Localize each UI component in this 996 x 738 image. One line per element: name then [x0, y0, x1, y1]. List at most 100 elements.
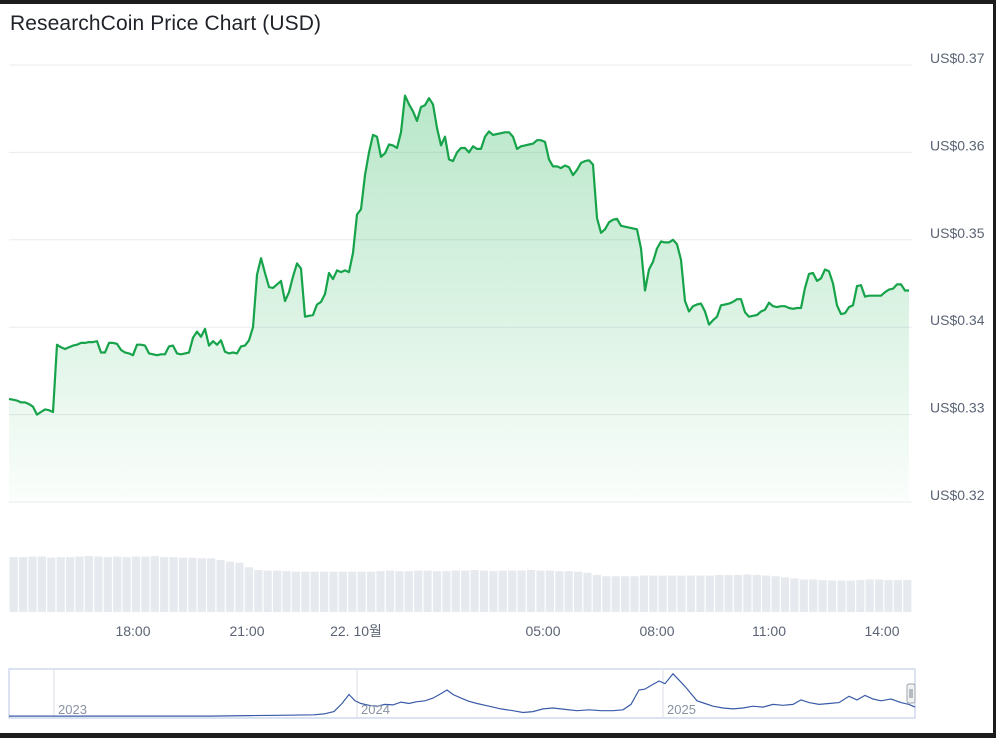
x-tick-label: 11:00 [752, 623, 786, 639]
volume-bar [536, 570, 545, 612]
volume-bar [188, 557, 197, 612]
volume-bar [442, 571, 451, 612]
volume-bar [470, 570, 479, 612]
volume-bar [66, 557, 75, 612]
volume-bar [583, 572, 592, 612]
volume-bar [320, 571, 329, 612]
navigator-frame [8, 668, 916, 719]
volume-bar [385, 570, 395, 612]
volume-bar [639, 575, 648, 612]
volume-bar [649, 575, 658, 612]
volume-bar [273, 570, 282, 612]
navigator-history-line [9, 672, 916, 717]
volume-bar [9, 557, 18, 612]
volume-bar [432, 571, 442, 612]
volume-bar [404, 571, 413, 612]
volume-bar [348, 571, 357, 612]
volume-bar [752, 575, 761, 612]
volume-bar [724, 575, 733, 612]
price-line[interactable] [8, 94, 909, 416]
volume-bar [263, 570, 272, 612]
volume-bar [282, 571, 291, 612]
volume-bar [19, 557, 28, 612]
volume-bar [846, 580, 855, 612]
navigator-handle-right[interactable] [906, 683, 916, 704]
volume-bar [94, 556, 103, 612]
volume-bar [564, 571, 573, 612]
volume-bar [75, 556, 84, 612]
price-area [9, 95, 909, 502]
volume-bar [658, 575, 667, 612]
x-tick-label: 14:00 [864, 623, 899, 639]
volume-bar [56, 557, 65, 612]
bottom-border [0, 733, 996, 738]
volume-bar [367, 571, 376, 612]
volume-bar [827, 580, 837, 612]
volume-bar [291, 571, 300, 612]
volume-bar [715, 575, 724, 612]
volume-bar [84, 556, 93, 612]
volume-bar [160, 557, 169, 612]
volume-bar [508, 570, 517, 612]
volume-bar [329, 571, 338, 612]
volume-bar [545, 570, 554, 612]
volume-bar [592, 575, 601, 612]
volume-bar [122, 557, 131, 612]
volume-bar [489, 571, 498, 612]
range-navigator[interactable]: 2023 2024 2025 [8, 668, 916, 719]
volume-bar [517, 570, 526, 612]
volume-bar [893, 580, 902, 612]
navigator-year-label: 2023 [58, 702, 87, 717]
x-tick-label: 22. 10월 [330, 623, 382, 639]
volume-bar [225, 561, 235, 612]
y-tick-label: US$0.37 [930, 50, 985, 66]
volume-bar [207, 558, 216, 612]
navigator-year-label: 2024 [361, 702, 390, 717]
volume-bar [301, 571, 310, 612]
y-axis-labels: US$0.37 US$0.36 US$0.35 US$0.34 US$0.33 US$0.… [930, 50, 985, 503]
volume-bar [197, 558, 206, 612]
x-tick-label: 05:00 [525, 623, 560, 639]
x-tick-label: 18:00 [115, 623, 150, 639]
volume-bar [574, 571, 583, 612]
volume-bars [9, 556, 912, 612]
volume-bar [526, 570, 536, 612]
volume-bar [743, 574, 752, 612]
volume-bar [395, 571, 404, 612]
volume-bar [103, 557, 112, 612]
volume-bar [479, 570, 489, 612]
volume-bar [414, 570, 423, 612]
volume-bar [621, 576, 630, 612]
navigator-year-labels: 2023 2024 2025 [58, 702, 696, 717]
volume-bar [423, 570, 432, 612]
volume-bar [451, 570, 460, 612]
volume-bar [178, 557, 188, 612]
x-tick-label: 08:00 [639, 623, 674, 639]
chart-title: ResearchCoin Price Chart (USD) [10, 12, 322, 35]
volume-bar [216, 559, 225, 612]
volume-bar [809, 579, 818, 612]
volume-bar [37, 556, 46, 612]
volume-bar [357, 571, 366, 612]
volume-bar [131, 556, 141, 612]
volume-bar [884, 580, 893, 612]
volume-bar [235, 562, 244, 612]
volume-bar [461, 570, 470, 612]
volume-bar [602, 576, 611, 612]
volume-bar [244, 567, 253, 612]
volume-bar [310, 571, 319, 612]
volume-bar [141, 556, 150, 612]
volume-bar [668, 575, 677, 612]
volume-bar [818, 580, 827, 612]
volume-bar [780, 577, 790, 612]
volume-bar [686, 575, 696, 612]
volume-bar [254, 570, 263, 612]
right-border [993, 0, 996, 738]
y-tick-label: US$0.35 [930, 225, 985, 241]
volume-bar [113, 556, 122, 612]
x-tick-label: 21:00 [229, 623, 264, 639]
x-axis-labels: 18:00 21:00 22. 10월 05:00 08:00 11:00 14:00 [115, 623, 899, 639]
volume-bar [696, 575, 705, 612]
y-tick-label: US$0.33 [930, 400, 985, 416]
